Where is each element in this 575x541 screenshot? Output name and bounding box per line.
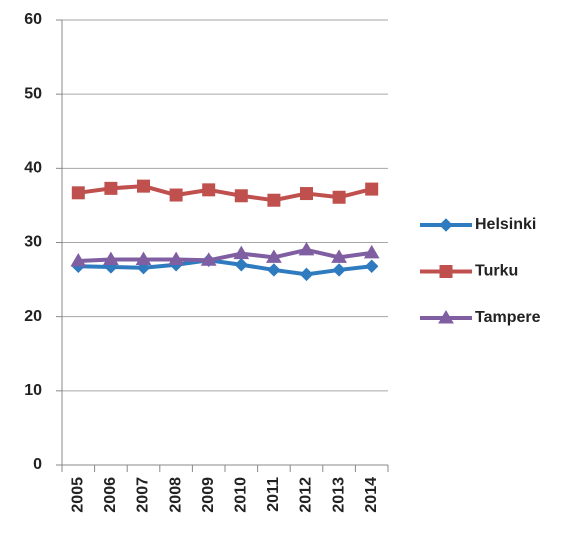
y-tick-label: 40: [24, 160, 42, 177]
data-point: [266, 249, 282, 263]
data-point: [298, 241, 315, 256]
data-point: [103, 251, 119, 266]
x-tick-label: 2013: [330, 477, 347, 513]
data-point: [300, 187, 313, 201]
y-tick-label: 60: [24, 11, 42, 28]
legend-marker: [439, 218, 453, 232]
legend-marker: [438, 310, 454, 324]
data-point: [365, 182, 379, 196]
data-point: [135, 251, 152, 266]
data-point: [234, 258, 249, 272]
data-point: [364, 259, 379, 273]
data-point: [169, 188, 183, 202]
series-line: [78, 258, 372, 277]
data-point: [299, 267, 314, 282]
x-tick-label: 2014: [363, 477, 380, 513]
x-tick-label: 2005: [70, 477, 87, 513]
x-tick-label: 2011: [265, 477, 282, 512]
data-point: [331, 249, 347, 263]
x-tick-label: 2007: [135, 477, 152, 513]
legend-label: Turku: [475, 263, 518, 280]
data-point: [234, 189, 248, 203]
y-tick-label: 0: [33, 456, 42, 473]
y-tick-label: 10: [24, 382, 42, 399]
y-tick-label: 20: [24, 308, 42, 325]
data-point: [137, 179, 150, 193]
legend-label: Tampere: [475, 309, 541, 326]
data-point: [332, 263, 346, 277]
x-tick-label: 2009: [200, 477, 217, 513]
x-tick-label: 2012: [298, 477, 315, 513]
legend-label: Helsinki: [475, 216, 536, 233]
data-point: [267, 193, 281, 207]
data-point: [202, 183, 216, 197]
legend-marker: [439, 265, 453, 278]
data-point: [168, 251, 184, 266]
series-line: [78, 184, 373, 203]
x-tick-label: 2006: [102, 477, 119, 513]
y-tick-label: 50: [24, 85, 42, 102]
x-tick-label: 2008: [167, 477, 184, 513]
series-line: [78, 247, 372, 264]
data-point: [200, 252, 217, 266]
data-point: [267, 263, 281, 277]
data-point: [332, 190, 346, 204]
data-point: [363, 244, 380, 259]
data-point: [71, 186, 85, 200]
y-tick-label: 30: [24, 234, 42, 251]
x-tick-label: 2010: [233, 477, 250, 513]
data-point: [104, 181, 118, 195]
data-point: [70, 253, 87, 267]
data-point: [233, 245, 250, 260]
